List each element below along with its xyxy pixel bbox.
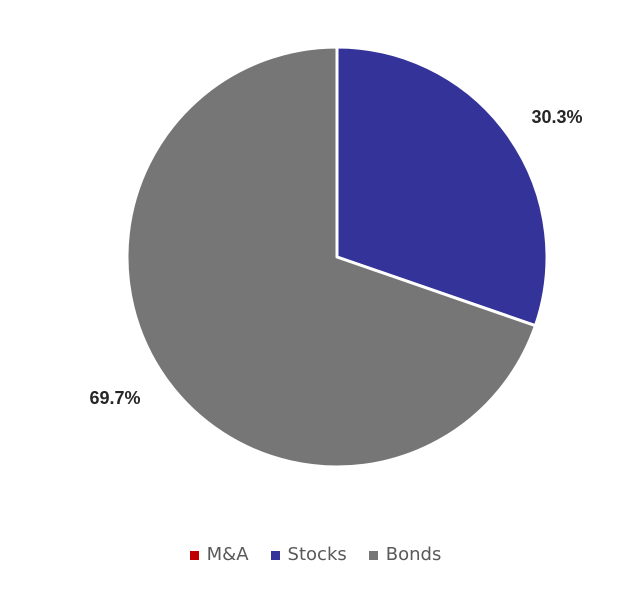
chart-legend: M&A Stocks Bonds — [0, 543, 631, 567]
legend-item-m-and-a: M&A — [189, 543, 249, 567]
legend-label-stocks: Stocks — [287, 544, 347, 565]
data-label-bonds: 69.7% — [89, 388, 140, 408]
pie-slices — [125, 45, 549, 469]
legend-swatch-m-and-a — [189, 550, 199, 560]
pie-slice-bonds — [125, 45, 537, 469]
legend-item-bonds: Bonds — [368, 543, 442, 567]
data-label-stocks: 30.3% — [531, 107, 582, 127]
legend-item-stocks: Stocks — [270, 543, 347, 567]
pie-slice-stocks — [335, 45, 549, 328]
legend-swatch-stocks — [270, 550, 280, 560]
legend-label-bonds: Bonds — [385, 544, 442, 565]
pie-data-labels: 30.3% 69.7% — [89, 107, 582, 408]
legend-swatch-bonds — [368, 550, 378, 560]
legend-label-m-and-a: M&A — [206, 544, 249, 565]
